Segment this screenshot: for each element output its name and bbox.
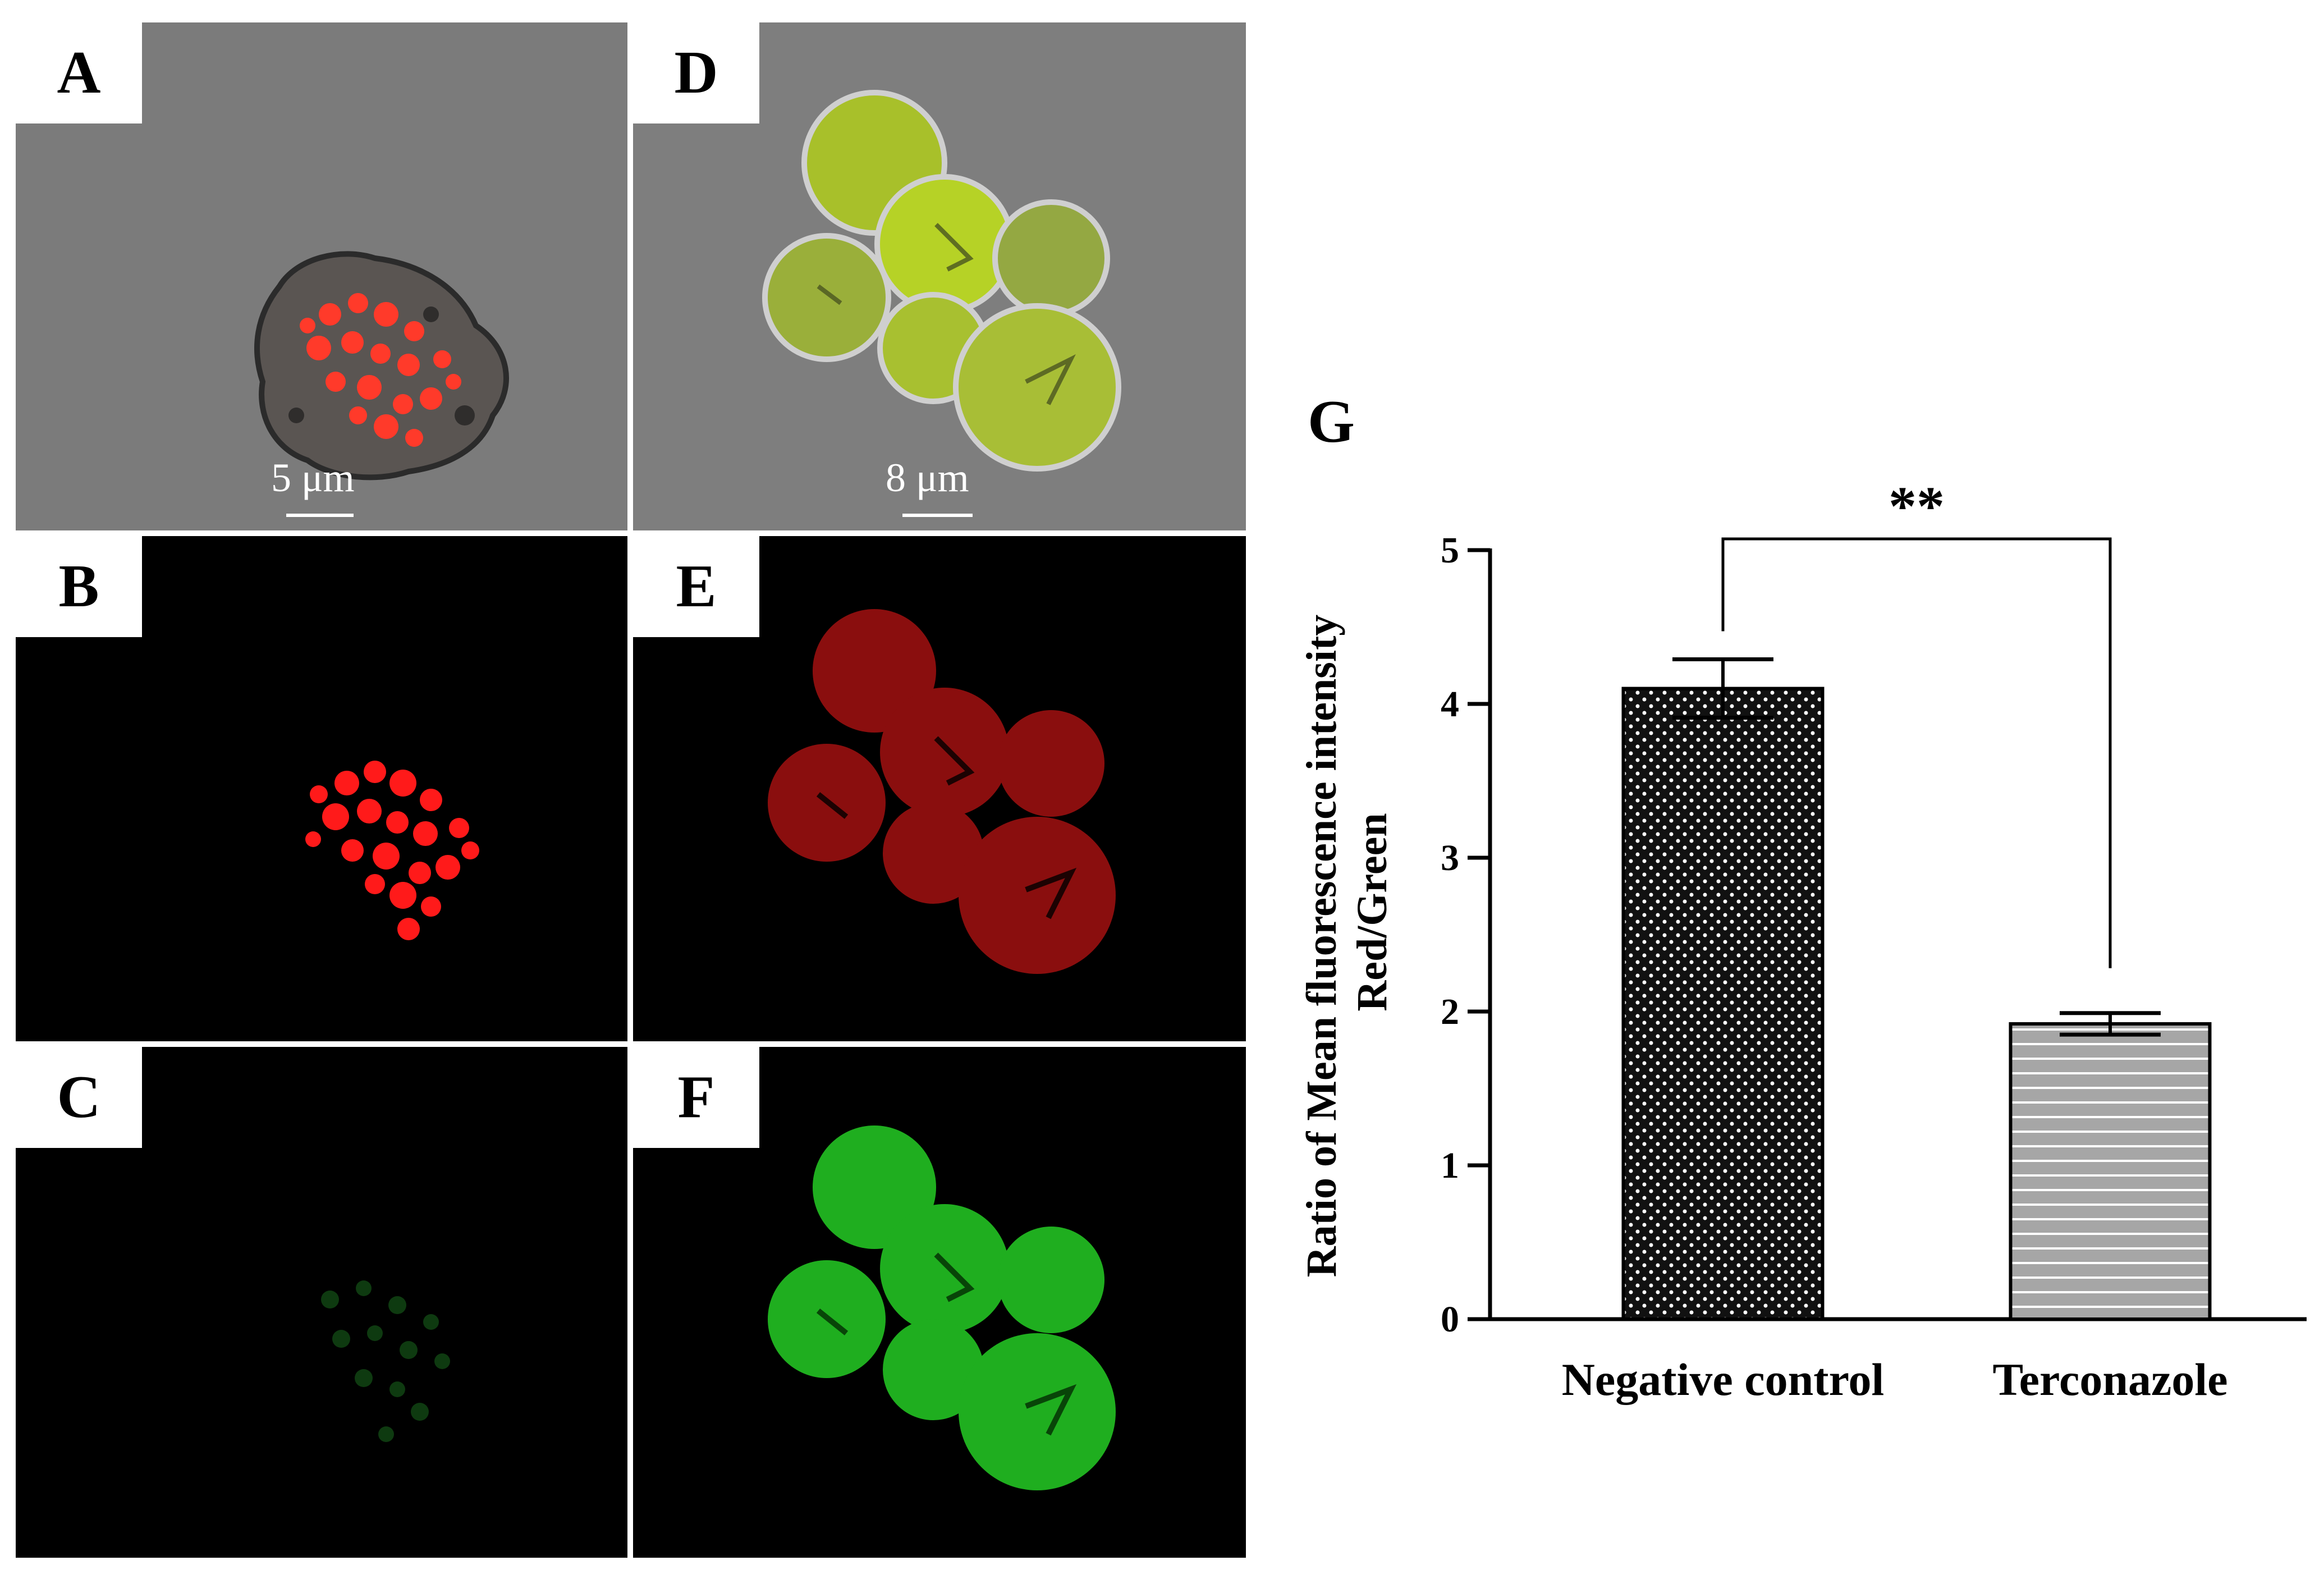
scale-bar-label-a: 5 μm xyxy=(271,455,355,500)
y-tick-label: 4 xyxy=(1441,684,1459,725)
scale-bar-a xyxy=(286,514,354,517)
panel-label-g: G xyxy=(1308,388,1355,455)
panel-label-d: D xyxy=(633,22,759,123)
y-tick-label: 0 xyxy=(1441,1299,1459,1340)
panel-label-e: E xyxy=(633,536,759,637)
x-axis-labels: Negative control Terconazole xyxy=(1562,1354,2228,1405)
y-tick-label: 2 xyxy=(1441,991,1459,1032)
scale-bar-label-d: 8 μm xyxy=(886,455,969,500)
y-axis-label: Ratio of Mean fluorescence intensity Red/… xyxy=(1298,615,1396,1278)
panel-e-image xyxy=(633,536,1246,1041)
panel-label-c: C xyxy=(16,1047,142,1148)
y-tick-label: 3 xyxy=(1441,838,1459,878)
panel-f-image xyxy=(633,1047,1246,1558)
y-tick-label: 5 xyxy=(1441,530,1459,571)
significance-bracket-line xyxy=(1721,537,2112,968)
y-axis-label-line2: Red/Green xyxy=(1349,813,1396,1011)
y-tick-label: 1 xyxy=(1441,1145,1459,1186)
panel-f: F xyxy=(633,1047,1246,1558)
bars xyxy=(1621,687,2212,1321)
bar-terconazole xyxy=(2009,1022,2212,1321)
panel-label-a: A xyxy=(16,22,142,123)
bar-negative-control xyxy=(1621,687,1825,1321)
x-tick-label: Negative control xyxy=(1562,1354,1885,1405)
significance-bracket: ** xyxy=(1721,475,2112,968)
panel-label-f: F xyxy=(633,1047,759,1148)
x-tick-label: Terconazole xyxy=(1992,1354,2227,1405)
panel-e: E xyxy=(633,536,1246,1041)
panel-c: C xyxy=(16,1047,627,1558)
scale-bar-d xyxy=(902,514,973,517)
panel-label-b: B xyxy=(16,536,142,637)
y-axis-label-line1: Ratio of Mean fluorescence intensity xyxy=(1298,615,1345,1278)
panel-d: D 8 μm xyxy=(633,22,1246,530)
bar-chart: Ratio of Mean fluorescence intensity Red/… xyxy=(1291,359,2324,1454)
panel-a: A 5 μm xyxy=(16,22,627,530)
significance-stars: ** xyxy=(1888,475,1945,537)
bar-chart-svg: Ratio of Mean fluorescence intensity Red/… xyxy=(1298,475,2307,1405)
y-axis-ticks: 0 1 2 3 4 5 xyxy=(1441,530,1490,1340)
panel-a-image xyxy=(16,22,627,530)
error-bars xyxy=(1672,657,2161,1037)
panel-b: B xyxy=(16,536,627,1041)
